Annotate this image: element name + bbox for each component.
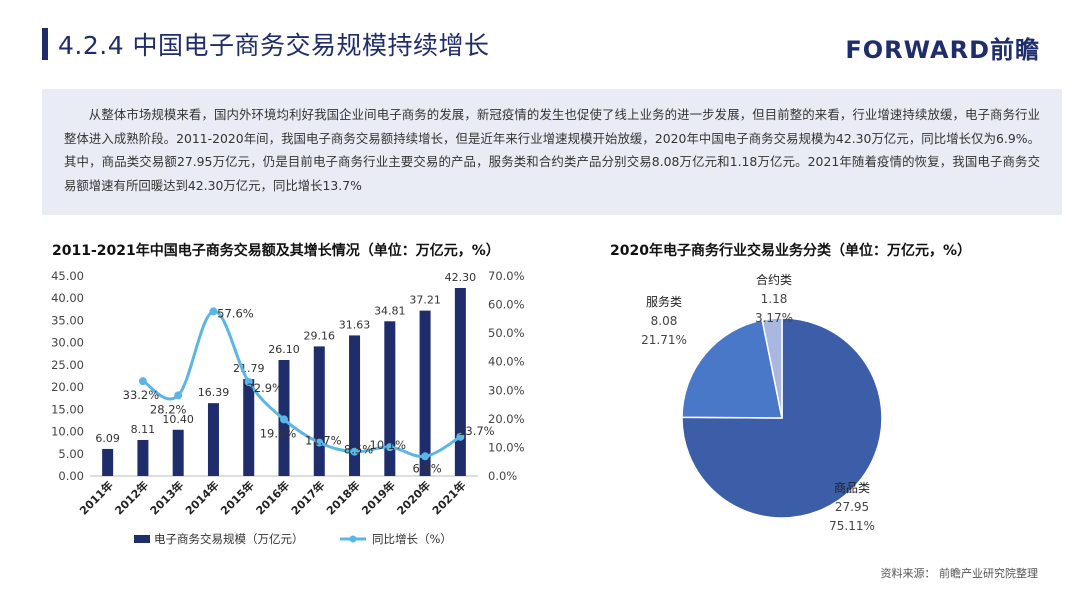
bar-value-label: 10.40 [162,413,194,426]
bar-value-label: 6.09 [95,432,120,445]
x-tick-label: 2012年 [112,478,151,517]
left-axis-tick: 25.00 [51,358,84,372]
x-tick-label: 2018年 [323,478,362,517]
legend-bar-label: 电子商务交易规模（万亿元） [154,532,304,546]
growth-point [174,391,183,400]
legend-line-label: 同比增长（%） [372,532,452,546]
x-tick-label: 2016年 [253,478,292,517]
left-axis-tick: 30.00 [51,336,84,350]
pie-value-label: 8.08 [651,314,678,328]
bar-value-label: 21.79 [233,362,265,375]
bar [313,346,325,476]
left-axis-tick: 0.00 [58,469,84,483]
right-axis-tick: 30.0% [488,383,525,397]
growth-point [456,432,465,441]
growth-value-label: 19.8% [260,426,297,440]
left-axis-tick: 10.00 [51,425,84,439]
growth-value-label: 10.1% [370,438,407,452]
bar-value-label: 31.63 [339,318,371,331]
bar-value-label: 26.10 [268,343,300,356]
bar [207,403,219,476]
bar [172,429,184,476]
growth-point [244,378,253,386]
bar-chart-title: 2011-2021年中国电子商务交易额及其增长情况（单位：万亿元，%） [52,243,500,259]
pie-percent-label: 21.71% [641,333,687,347]
bar-value-label: 42.30 [445,271,477,284]
left-axis-tick: 15.00 [51,402,84,416]
x-tick-label: 2020年 [394,478,433,517]
growth-value-label: 6.9% [412,461,441,475]
left-axis-tick: 40.00 [51,291,84,305]
growth-value-label: 11.7% [305,434,342,448]
growth-point [138,377,147,386]
x-tick-label: 2019年 [359,478,398,517]
growth-value-label: 57.6% [217,306,254,320]
pie-category-label: 商品类 [834,480,870,495]
pie-category-label: 合约类 [756,272,792,287]
pie-slice [761,317,783,419]
bar [102,448,114,476]
growth-value-label: 33.2% [123,388,160,402]
summary-box: 从整体市场规模来看，国内外环境均利好我国企业间电子商务的发展，新冠疫情的发生也促… [42,89,1062,215]
right-axis-tick: 10.0% [488,440,525,454]
forward-logo: FORWARD前瞻 [845,36,1040,64]
summary-text: 从整体市场规模来看，国内外环境均利好我国企业间电子商务的发展，新冠疫情的发生也促… [64,107,1040,193]
bar [419,310,431,476]
growth-point [350,447,359,456]
right-axis-tick: 0.0% [488,469,517,483]
bar [137,439,149,476]
pie-value-label: 27.95 [835,500,869,514]
x-tick-label: 2015年 [218,478,257,517]
bar-value-label: 37.21 [409,294,441,307]
bar-value-label: 34.81 [374,304,406,317]
pie-percent-label: 3.17% [755,311,793,325]
growth-point [385,443,394,452]
growth-point [209,307,218,316]
bar-value-label: 8.11 [131,423,156,436]
left-axis-tick: 35.00 [51,313,84,327]
right-axis-tick: 70.0% [488,269,525,283]
pie-percent-label: 75.11% [829,519,875,533]
right-axis-tick: 60.0% [488,298,525,312]
right-axis-tick: 40.0% [488,355,525,369]
left-axis-tick: 5.00 [58,447,84,461]
bar [384,321,396,476]
bar [349,335,361,476]
legend-line-marker [349,535,357,543]
x-tick-label: 2021年 [429,478,468,517]
title-accent-bar [42,28,48,60]
growth-value-label: 32.9% [246,381,283,395]
pie-chart-title: 2020年电子商务行业交易业务分类（单位：万亿元，%） [610,243,971,259]
right-axis-tick: 20.0% [488,412,525,426]
growth-value-label: 13.7% [458,424,495,438]
growth-point [421,452,430,461]
page-title: 4.2.4 中国电子商务交易规模持续增长 [58,31,490,60]
source-note: 资料来源： 前瞻产业研究院整理 [880,567,1039,580]
left-axis-tick: 45.00 [51,269,84,283]
growth-point [280,415,288,424]
pie-slice [681,319,783,419]
growth-line [142,309,462,458]
bar-value-label: 16.39 [198,386,230,399]
left-axis-tick: 20.00 [51,380,84,394]
x-tick-label: 2014年 [182,478,221,517]
pie-category-label: 服务类 [646,294,682,309]
growth-value-label: 28.2% [150,402,187,416]
x-tick-label: 2011年 [76,478,115,517]
bar [454,288,466,476]
bar-line-chart: 0.00 5.00 10.00 15.00 20.00 25.00 30.00 35.00 40… [51,269,525,546]
bar [243,379,255,476]
bar-value-label: 29.16 [304,329,336,342]
growth-value-label: 8.5% [344,443,373,457]
x-tick-label: 2017年 [288,478,327,517]
growth-point [315,438,324,447]
legend-bar-swatch [134,535,150,543]
pie-value-label: 1.18 [761,292,788,306]
pie-chart: 商品类 27.95 75.11% 服务类 8.08 21.71% 合约类 1.18 3.17% [641,272,883,533]
x-tick-label: 2013年 [147,478,186,517]
right-axis-tick: 50.0% [488,326,525,340]
